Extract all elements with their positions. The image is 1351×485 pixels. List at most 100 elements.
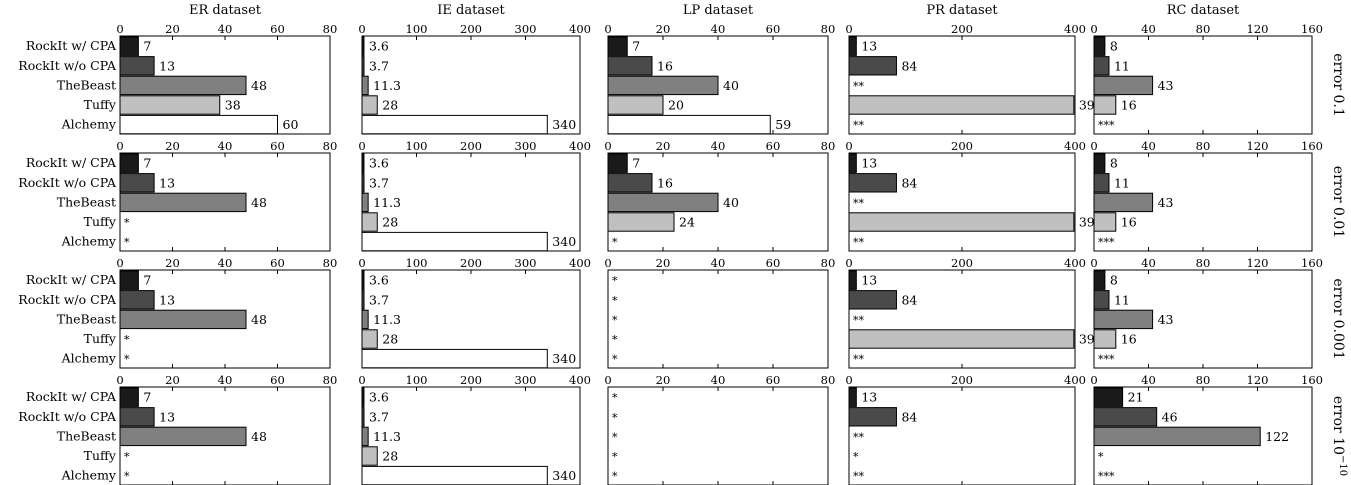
data-label: 16 xyxy=(1121,215,1137,230)
data-label: 8 xyxy=(1110,273,1118,288)
missing-marker: ** xyxy=(853,353,865,366)
tick-label: 80 xyxy=(323,22,338,36)
data-label: 28 xyxy=(382,332,398,347)
tick-label: 0 xyxy=(1090,22,1097,36)
data-label: 3.7 xyxy=(369,409,389,424)
bar xyxy=(607,212,675,232)
tick-label: 300 xyxy=(515,22,537,36)
missing-marker: * xyxy=(1098,451,1104,464)
bar xyxy=(119,114,278,135)
panel-frame xyxy=(607,386,829,485)
bar xyxy=(848,270,857,290)
tick-label: 0 xyxy=(116,256,123,270)
data-label: 84 xyxy=(901,175,917,190)
data-label: 11.3 xyxy=(373,429,401,444)
tick-label: 60 xyxy=(766,373,781,387)
missing-marker: * xyxy=(612,236,618,249)
tick-label: 20 xyxy=(165,139,180,153)
tick-label: 160 xyxy=(1301,139,1323,153)
bar xyxy=(1093,173,1110,193)
tick-label: 120 xyxy=(1247,256,1269,270)
data-label: 84 xyxy=(901,409,917,424)
error-level-label: error 0.1 xyxy=(1330,53,1346,117)
dataset-title: ER dataset xyxy=(189,3,262,18)
system-label: RockIt w/o CPA xyxy=(18,175,117,190)
bar xyxy=(119,270,139,290)
tick-label: 40 xyxy=(1141,22,1156,36)
bar xyxy=(361,329,378,349)
data-label: 11.3 xyxy=(373,312,401,327)
tick-label: 300 xyxy=(515,256,537,270)
missing-marker: * xyxy=(612,353,618,366)
data-label: 43 xyxy=(1158,195,1174,210)
bar xyxy=(1093,36,1106,56)
data-label: 40 xyxy=(723,195,739,210)
dataset-title: LP dataset xyxy=(683,3,754,18)
tick-label: 40 xyxy=(711,22,726,36)
data-label: 13 xyxy=(861,156,877,171)
missing-marker: * xyxy=(853,451,859,464)
tick-label: 120 xyxy=(1247,373,1269,387)
data-label: 48 xyxy=(251,78,267,93)
bar xyxy=(119,290,155,310)
system-label: RockIt w/o CPA xyxy=(18,409,117,424)
bar xyxy=(1093,95,1117,115)
bar xyxy=(361,309,369,330)
bar xyxy=(361,290,365,310)
data-label: 28 xyxy=(382,449,398,464)
data-label: 3.6 xyxy=(369,390,389,405)
tick-label: 20 xyxy=(165,256,180,270)
system-label: RockIt w/ CPA xyxy=(26,155,117,170)
bar xyxy=(848,95,1075,115)
tick-label: 60 xyxy=(270,139,285,153)
data-label: 16 xyxy=(657,58,673,73)
data-label: 21 xyxy=(1128,390,1144,405)
bar xyxy=(119,153,139,173)
bar xyxy=(361,114,548,135)
tick-label: 40 xyxy=(218,373,233,387)
bar xyxy=(119,309,247,330)
tick-label: 40 xyxy=(218,139,233,153)
dataset-title: PR dataset xyxy=(926,3,998,18)
system-label: Alchemy xyxy=(61,351,117,366)
missing-marker: * xyxy=(612,392,618,405)
bar xyxy=(848,387,857,407)
bar xyxy=(119,387,139,407)
tick-label: 20 xyxy=(165,22,180,36)
tick-label: 200 xyxy=(951,256,973,270)
missing-marker: * xyxy=(612,451,618,464)
data-label: 16 xyxy=(1121,332,1137,347)
bar xyxy=(119,75,247,96)
tick-label: 0 xyxy=(845,139,852,153)
tick-label: 20 xyxy=(165,373,180,387)
tick-label: 40 xyxy=(711,139,726,153)
data-label: 7 xyxy=(143,156,151,171)
tick-label: 0 xyxy=(604,139,611,153)
missing-marker: * xyxy=(612,334,618,347)
missing-marker: * xyxy=(124,470,130,483)
error-level-exponent: −10 xyxy=(1337,455,1348,476)
data-label: 59 xyxy=(775,117,791,132)
tick-label: 120 xyxy=(1247,139,1269,153)
missing-marker: *** xyxy=(1098,119,1115,132)
bar xyxy=(361,173,365,193)
bar xyxy=(361,407,365,427)
bar xyxy=(361,212,378,232)
tick-label: 80 xyxy=(821,373,836,387)
bar xyxy=(119,426,247,447)
data-label: 11 xyxy=(1114,58,1130,73)
data-label: 7 xyxy=(143,273,151,288)
tick-label: 0 xyxy=(116,22,123,36)
bar xyxy=(848,153,857,173)
system-label: Alchemy xyxy=(61,234,117,249)
bar xyxy=(1093,290,1110,310)
bar xyxy=(361,95,378,115)
tick-label: 0 xyxy=(604,373,611,387)
tick-label: 100 xyxy=(406,373,428,387)
missing-marker: *** xyxy=(1098,236,1115,249)
data-label: 13 xyxy=(159,409,175,424)
bar xyxy=(1093,153,1106,173)
data-label: 122 xyxy=(1265,429,1289,444)
data-label: 7 xyxy=(143,39,151,54)
bar xyxy=(607,56,653,76)
